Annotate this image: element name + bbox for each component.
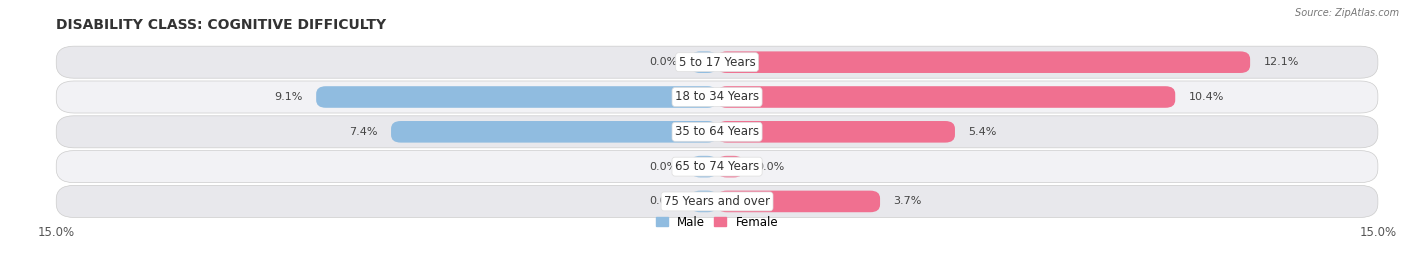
Text: 0.0%: 0.0% [756,162,785,172]
Text: 0.0%: 0.0% [650,57,678,67]
FancyBboxPatch shape [717,86,1175,108]
FancyBboxPatch shape [56,81,1378,113]
FancyBboxPatch shape [717,191,880,212]
Text: 10.4%: 10.4% [1188,92,1223,102]
Text: 65 to 74 Years: 65 to 74 Years [675,160,759,173]
Text: 3.7%: 3.7% [893,196,922,206]
Text: 5 to 17 Years: 5 to 17 Years [679,56,755,69]
FancyBboxPatch shape [717,121,955,143]
FancyBboxPatch shape [690,156,717,178]
Text: 0.0%: 0.0% [650,196,678,206]
Text: 0.0%: 0.0% [650,162,678,172]
FancyBboxPatch shape [690,51,717,73]
FancyBboxPatch shape [717,156,744,178]
FancyBboxPatch shape [690,191,717,212]
FancyBboxPatch shape [56,46,1378,78]
Text: 12.1%: 12.1% [1264,57,1299,67]
FancyBboxPatch shape [391,121,717,143]
Text: 5.4%: 5.4% [969,127,997,137]
Text: 18 to 34 Years: 18 to 34 Years [675,90,759,104]
FancyBboxPatch shape [56,116,1378,148]
Legend: Male, Female: Male, Female [655,216,779,229]
Text: 75 Years and over: 75 Years and over [664,195,770,208]
FancyBboxPatch shape [56,185,1378,217]
FancyBboxPatch shape [56,151,1378,183]
Text: Source: ZipAtlas.com: Source: ZipAtlas.com [1295,8,1399,18]
Text: 35 to 64 Years: 35 to 64 Years [675,125,759,138]
Text: DISABILITY CLASS: COGNITIVE DIFFICULTY: DISABILITY CLASS: COGNITIVE DIFFICULTY [56,18,387,32]
Text: 7.4%: 7.4% [349,127,378,137]
FancyBboxPatch shape [717,51,1250,73]
Text: 9.1%: 9.1% [274,92,302,102]
FancyBboxPatch shape [316,86,717,108]
